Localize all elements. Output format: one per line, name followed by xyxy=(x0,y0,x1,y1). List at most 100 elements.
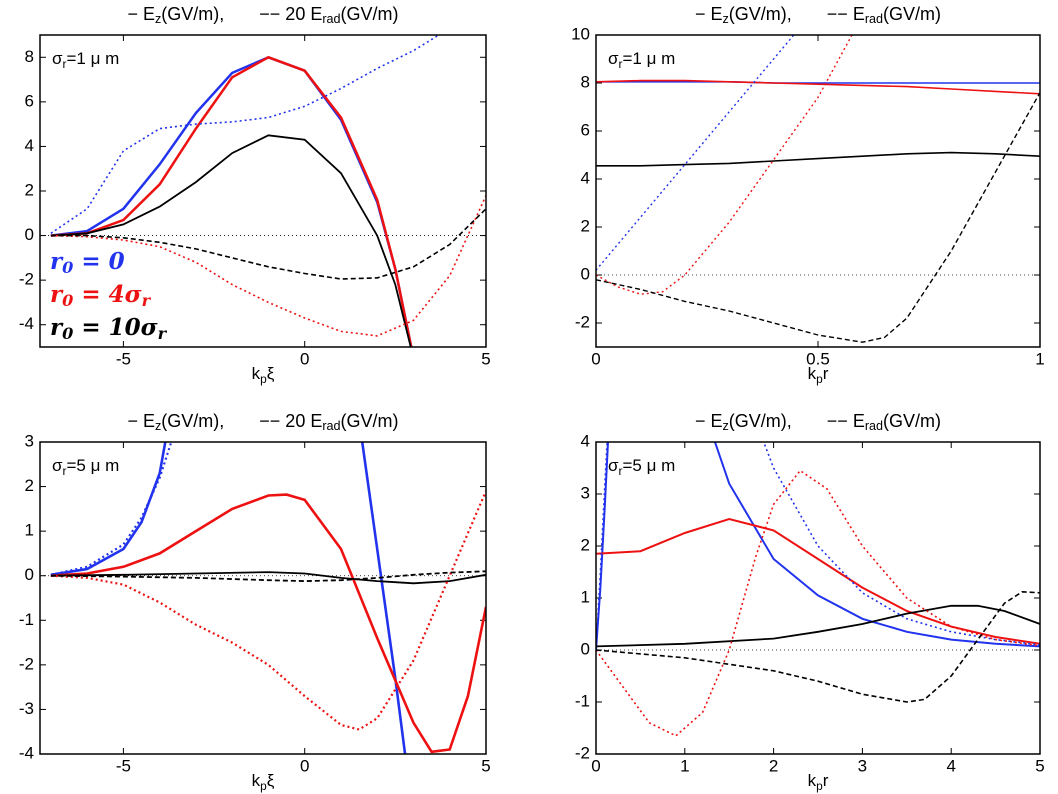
legend-entry-part: = 10σ xyxy=(73,314,157,341)
series-line xyxy=(596,517,1040,645)
series-line xyxy=(50,195,486,337)
annotation-part: =1 μ m xyxy=(66,49,119,68)
legend-entry-part: r xyxy=(50,248,64,275)
series-line xyxy=(50,442,407,754)
axes-box xyxy=(39,441,487,755)
lines xyxy=(596,35,1040,343)
chart-title: − Ez(GV/m), −− Erad(GV/m) xyxy=(695,4,941,27)
annotation: σr=1 μ m xyxy=(52,49,119,71)
y-tick-label: 8 xyxy=(581,72,590,91)
x-axis-label-part: k xyxy=(808,364,817,383)
x-axis-label-part: ξ xyxy=(267,771,275,790)
x-tick-label: 5 xyxy=(1035,756,1044,775)
y-tick-label: -2 xyxy=(19,270,34,289)
y-tick-label: -4 xyxy=(19,314,34,333)
chart-title-part: (GV/m), −− 20 E xyxy=(161,411,322,431)
legend-entry-part: r xyxy=(50,281,64,308)
x-axis-label-part: k xyxy=(808,771,817,790)
series-line xyxy=(596,35,853,295)
chart-title-sub: rad xyxy=(322,419,340,433)
x-tick-label: 0 xyxy=(300,349,309,368)
chart-title-part: (GV/m), −− E xyxy=(729,4,865,24)
chart-title-part: (GV/m) xyxy=(341,4,399,24)
x-axis-label: kpξ xyxy=(252,364,275,386)
x-axis-label-part: r xyxy=(823,364,829,383)
axes-box xyxy=(595,34,1041,348)
legend-entry-part: = 4σ xyxy=(73,281,141,308)
y-tick-label: 10 xyxy=(571,24,590,43)
x-axis-label: kpr xyxy=(808,771,829,793)
series-line xyxy=(50,55,413,347)
axes-box xyxy=(39,34,487,348)
series-line xyxy=(596,604,1040,648)
plot-area xyxy=(40,35,486,347)
plot-area xyxy=(596,442,1040,754)
legend-entry-sub: 0 xyxy=(62,258,74,277)
x-tick-label: 0.5 xyxy=(806,349,830,368)
series-line xyxy=(596,81,1040,84)
x-axis-label-sub: p xyxy=(260,779,267,793)
x-tick-label: 5 xyxy=(481,756,490,775)
y-tick-label: 2 xyxy=(581,535,590,554)
x-axis-label: kpξ xyxy=(252,771,275,793)
x-tick-label: 5 xyxy=(481,349,490,368)
axes-box xyxy=(595,441,1041,755)
annotation-part: σ xyxy=(52,49,63,68)
chart-title-part: (GV/m) xyxy=(883,4,941,24)
legend-entry-part: = 0 xyxy=(73,248,124,275)
y-tick-label: 3 xyxy=(581,483,590,502)
x-tick-label: 1 xyxy=(1035,349,1044,368)
annotation-part: =1 μ m xyxy=(622,49,675,68)
annotation-sub: r xyxy=(63,464,67,478)
y-tick-label: 4 xyxy=(581,168,590,187)
annotation: σr=5 μ m xyxy=(52,456,119,478)
series-line xyxy=(596,590,1040,703)
x-tick-label: 2 xyxy=(769,756,778,775)
y-tick-label: 1 xyxy=(581,587,590,606)
series-line xyxy=(50,490,486,731)
legend-entry-sub: 0 xyxy=(62,324,74,343)
legend-entry-sub: r xyxy=(158,324,168,343)
x-tick-label: -5 xyxy=(116,349,131,368)
chart-title: − Ez(GV/m), −− 20 Erad(GV/m) xyxy=(127,4,398,27)
y-tick-label: 4 xyxy=(25,136,34,155)
y-tick-label: 1 xyxy=(25,521,34,540)
plot-area xyxy=(40,442,486,754)
y-tick-label: -2 xyxy=(19,654,34,673)
annotation-part: σ xyxy=(608,49,619,68)
chart-title-part: − E xyxy=(695,411,723,431)
x-axis-label: kpr xyxy=(808,364,829,386)
legend-entry: r0 = 4σr xyxy=(50,281,152,310)
chart-title-sub: z xyxy=(723,419,729,433)
y-tick-label: 2 xyxy=(25,476,34,495)
y-tick-label: 6 xyxy=(25,91,34,110)
y-tick-label: -1 xyxy=(575,691,590,710)
chart-title-sub: z xyxy=(155,419,161,433)
x-axis-label-sub: p xyxy=(260,372,267,386)
y-tick-label: 2 xyxy=(25,180,34,199)
lines xyxy=(50,442,486,754)
chart-title-sub: z xyxy=(155,12,161,26)
y-tick-label: 0 xyxy=(25,225,34,244)
chart-title-part: − E xyxy=(127,4,155,24)
series-line xyxy=(596,442,1040,651)
series-line xyxy=(596,92,1040,343)
x-axis-label-part: r xyxy=(823,771,829,790)
x-axis-label-part: k xyxy=(252,364,261,383)
legend-entry-sub: r xyxy=(142,291,152,310)
series-line xyxy=(50,442,173,576)
x-tick-label: 4 xyxy=(946,756,955,775)
chart-title-sub: z xyxy=(723,12,729,26)
series-line xyxy=(50,493,486,754)
x-tick-label: 3 xyxy=(858,756,867,775)
y-tick-label: 2 xyxy=(581,216,590,235)
chart-title-sub: rad xyxy=(865,419,883,433)
x-tick-label: -5 xyxy=(116,756,131,775)
y-tick-label: -4 xyxy=(19,743,34,762)
legend-entry: r0 = 10σr xyxy=(50,314,168,343)
legend-entry: r0 = 0 xyxy=(50,248,125,277)
chart-title-part: (GV/m), −− 20 E xyxy=(161,4,322,24)
y-tick-label: -3 xyxy=(19,699,34,718)
series-line xyxy=(596,151,1040,167)
